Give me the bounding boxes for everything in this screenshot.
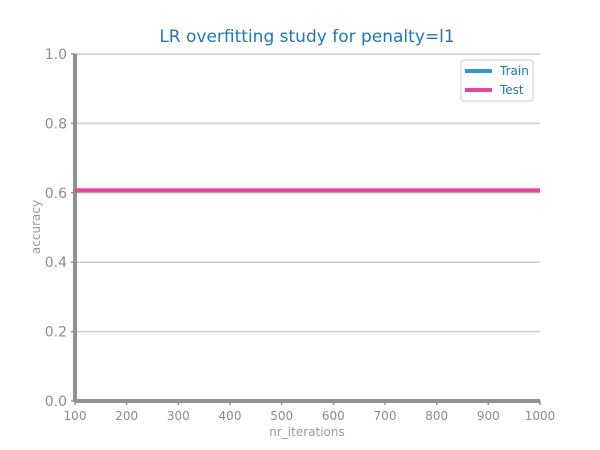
y-tick-label-4: 0.8 [45,116,67,132]
x-tick-label-9: 1000 [525,409,556,423]
chart-title: LR overfitting study for penalty=l1 [159,27,454,47]
y-tick-label-1: 0.2 [45,325,67,341]
y-tick-label-2: 0.4 [45,255,67,271]
y-tick-label-5: 1.0 [45,47,67,63]
y-tick-labels: 0.0 0.2 0.4 0.6 0.8 1.0 [45,47,67,410]
grid [75,53,540,402]
legend-label-test: Test [499,83,524,97]
y-axis-label: accuracy [29,200,43,254]
axes [71,53,541,405]
x-tick-label-6: 700 [374,409,397,423]
x-axis-label: nr_iterations [269,425,345,439]
x-tick-label-0: 100 [64,409,87,423]
y-tick-label-3: 0.6 [45,186,67,202]
x-tick-label-8: 900 [477,409,500,423]
x-tick-label-2: 300 [167,409,190,423]
x-tick-label-5: 600 [322,409,345,423]
x-tick-label-3: 400 [219,409,242,423]
y-tick-label-0: 0.0 [45,394,67,410]
x-tick-label-4: 500 [270,409,293,423]
x-tick-label-7: 800 [425,409,448,423]
x-tick-labels: 100 200 300 400 500 600 700 800 900 1000 [64,409,556,423]
legend: Train Test [460,59,534,102]
x-tick-label-1: 200 [115,409,138,423]
legend-label-train: Train [499,64,529,78]
